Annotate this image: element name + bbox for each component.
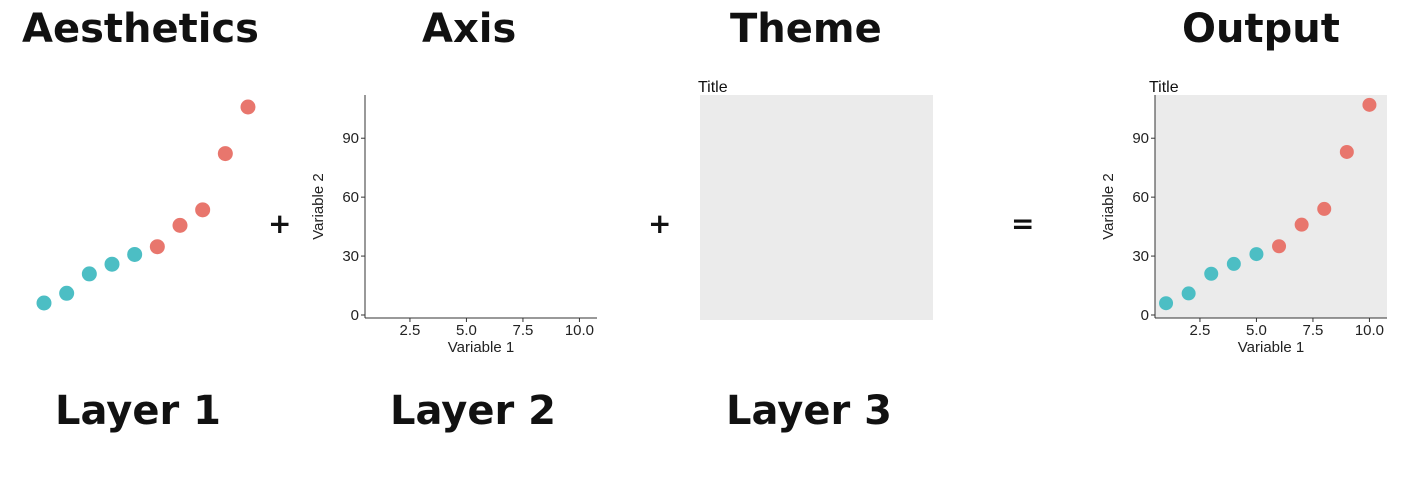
aesthetics-point-2 — [59, 285, 75, 301]
heading-output: Output — [1182, 6, 1340, 52]
aesthetics-point-4 — [104, 256, 120, 272]
axis-x-axis-title: Variable 1 — [448, 339, 514, 356]
output-y-axis-title: Variable 2 — [1100, 173, 1117, 239]
output-point-9 — [1339, 144, 1354, 159]
layer-1-label: Layer 1 — [55, 388, 221, 434]
output-point-4 — [1226, 256, 1241, 271]
output-plot-title: Title — [1149, 79, 1179, 96]
output-x-tick-label-3: 7.5 — [1303, 322, 1324, 339]
output-y-tick-label-2: 30 — [1132, 248, 1149, 265]
output-point-2 — [1181, 286, 1196, 301]
output-x-tick-label-2: 5.0 — [1246, 322, 1267, 339]
axis-panel: 0 30 60 90 2.5 5.0 7.5 10.0 Variable 1 Variable 2 — [310, 95, 597, 356]
plus-operator-2: + — [648, 207, 672, 240]
axis-y-tick-label-4: 90 — [342, 130, 359, 147]
output-x-axis-title: Variable 1 — [1238, 339, 1304, 356]
output-point-6 — [1272, 239, 1287, 254]
output-point-7 — [1294, 217, 1309, 232]
output-panel: Title 0 30 60 90 2.5 5.0 7.5 10.0 Variable 1 Varia… — [1100, 79, 1387, 356]
theme-panel-background — [700, 95, 933, 320]
output-x-tick-label-1: 2.5 — [1190, 322, 1211, 339]
layer-3-label: Layer 3 — [726, 388, 892, 434]
output-point-1 — [1159, 296, 1174, 311]
axis-x-tick-label-3: 7.5 — [513, 322, 534, 339]
axis-x-tick-label-1: 2.5 — [400, 322, 421, 339]
output-point-5 — [1249, 247, 1264, 262]
output-x-tick-label-4: 10.0 — [1355, 322, 1384, 339]
aesthetics-point-10 — [240, 99, 256, 115]
output-y-tick-label-1: 0 — [1141, 307, 1149, 324]
theme-panel: Title — [698, 79, 933, 320]
axis-x-tick-label-4: 10.0 — [565, 322, 594, 339]
aesthetics-points-panel — [36, 99, 256, 311]
theme-plot-title: Title — [698, 79, 728, 96]
axis-y-tick-label-2: 30 — [342, 248, 359, 265]
output-y-tick-label-4: 90 — [1132, 130, 1149, 147]
layer-2-label: Layer 2 — [390, 388, 556, 434]
output-y-tick-label-3: 60 — [1132, 189, 1149, 206]
heading-axis: Axis — [422, 6, 517, 52]
plus-operator-1: + — [268, 207, 292, 240]
heading-aesthetics: Aesthetics — [22, 6, 259, 52]
output-panel-background — [1155, 95, 1387, 318]
aesthetics-point-1 — [36, 295, 52, 311]
axis-y-tick-label-3: 60 — [342, 189, 359, 206]
axis-x-tick-label-2: 5.0 — [456, 322, 477, 339]
equals-operator: = — [1011, 207, 1035, 240]
heading-theme: Theme — [730, 6, 882, 52]
output-point-3 — [1204, 266, 1219, 281]
aesthetics-point-9 — [217, 146, 233, 162]
aesthetics-point-5 — [127, 246, 143, 262]
output-point-8 — [1317, 201, 1332, 216]
axis-y-tick-label-1: 0 — [351, 307, 359, 324]
output-point-10 — [1362, 97, 1377, 112]
aesthetics-point-8 — [195, 202, 211, 218]
axis-y-axis-title: Variable 2 — [310, 173, 327, 239]
aesthetics-point-6 — [149, 239, 165, 255]
aesthetics-point-3 — [81, 266, 97, 282]
aesthetics-point-7 — [172, 217, 188, 233]
